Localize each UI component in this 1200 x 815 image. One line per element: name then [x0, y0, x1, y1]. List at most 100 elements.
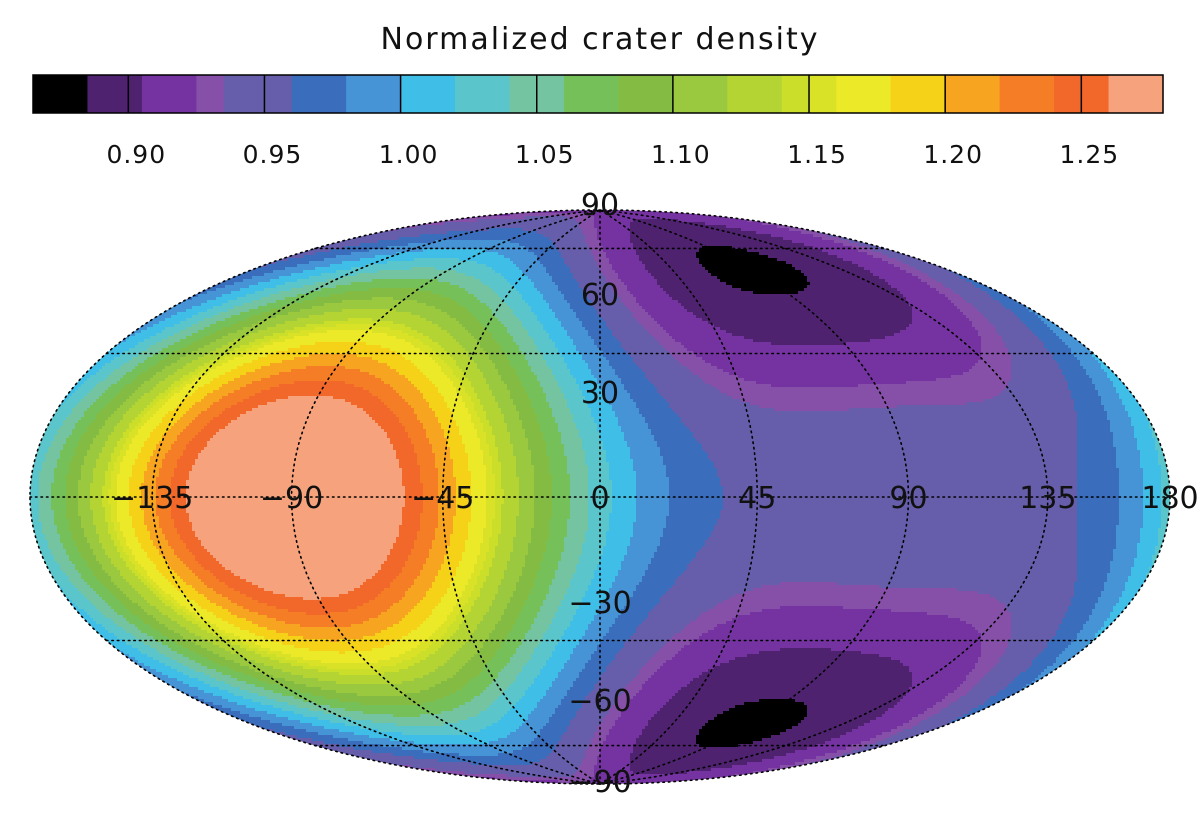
- density-cell-run: [597, 378, 622, 382]
- density-cell-run: [84, 534, 100, 538]
- density-cell-run: [192, 450, 202, 454]
- density-cell-run: [309, 354, 358, 358]
- density-cell-run: [1149, 381, 1156, 385]
- density-cell-run: [978, 309, 1000, 313]
- density-cell-run: [162, 216, 382, 220]
- density-cell-run: [1134, 303, 1141, 307]
- density-cell-run: [885, 279, 922, 283]
- density-cell-run: [351, 267, 412, 271]
- density-cell-run: [138, 363, 157, 367]
- density-cell-run: [1035, 255, 1048, 259]
- density-cell-run: [1128, 414, 1147, 418]
- density-cell-run: [702, 318, 913, 322]
- density-cell-run: [987, 231, 1006, 235]
- density-cell-run: [30, 360, 46, 364]
- density-cell-run: [603, 273, 619, 277]
- density-cell-run: [759, 252, 829, 256]
- density-cell-run: [1047, 279, 1063, 283]
- density-cell-run: [63, 432, 73, 436]
- density-cell-run: [1014, 297, 1033, 301]
- density-cell-run: [1023, 282, 1039, 286]
- density-cell-run: [474, 390, 493, 394]
- density-cell-run: [225, 357, 235, 361]
- density-cell-run: [1053, 291, 1060, 295]
- density-cell-run: [1083, 264, 1090, 268]
- density-cell-run: [657, 387, 676, 391]
- density-cell-run: [588, 519, 610, 523]
- density-cell-run: [105, 477, 112, 481]
- density-cell-run: [132, 357, 142, 361]
- density-cell-run: [651, 360, 679, 364]
- density-cell-run: [63, 543, 76, 547]
- density-cell-run: [261, 342, 274, 346]
- density-cell-run: [564, 537, 577, 541]
- density-cell-run: [1167, 429, 1170, 433]
- density-cell-run: [465, 546, 481, 550]
- density-cell-run: [639, 348, 667, 352]
- density-cell-run: [1098, 315, 1111, 319]
- density-cell-run: [1155, 336, 1165, 340]
- density-cell-run: [498, 369, 517, 373]
- density-cell-run: [963, 372, 1012, 376]
- density-cell-run: [309, 333, 388, 337]
- density-cell-run: [579, 522, 589, 526]
- density-cell-run: [534, 474, 553, 478]
- density-cell-run: [885, 219, 907, 223]
- density-cell-run: [573, 450, 586, 454]
- density-cell-run: [1107, 330, 1114, 334]
- density-cell-run: [1116, 540, 1141, 544]
- density-cell-run: [780, 216, 799, 220]
- density-cell-run: [330, 234, 358, 238]
- density-cell-run: [60, 555, 70, 559]
- density-cell-run: [243, 354, 268, 358]
- density-cell-run: [51, 225, 82, 229]
- density-cell-run: [210, 333, 229, 337]
- density-cell-run: [465, 543, 481, 547]
- density-cell-run: [1107, 414, 1129, 418]
- density-cell-run: [582, 354, 604, 358]
- density-cell-run: [213, 390, 235, 394]
- density-cell-run: [648, 423, 685, 427]
- density-cell-run: [30, 396, 52, 400]
- density-cell-run: [390, 552, 403, 556]
- density-cell-run: [666, 471, 718, 475]
- density-cell-run: [720, 279, 808, 283]
- density-cell-run: [438, 480, 457, 484]
- density-cell-run: [570, 492, 580, 496]
- density-cell-run: [267, 303, 292, 307]
- density-cell-run: [1113, 309, 1126, 313]
- density-cell-run: [189, 423, 208, 427]
- density-cell-run: [1161, 510, 1170, 514]
- density-cell-run: [492, 333, 511, 337]
- density-cell-run: [1110, 288, 1117, 292]
- density-cell-run: [183, 366, 199, 370]
- density-cell-run: [1167, 318, 1170, 322]
- density-cell-run: [681, 393, 727, 397]
- density-cell-run: [117, 507, 130, 511]
- density-cell-run: [486, 264, 517, 268]
- density-cell-run: [213, 426, 226, 430]
- density-cell-run: [543, 372, 553, 376]
- density-cell-run: [480, 342, 499, 346]
- density-cell-run: [180, 474, 190, 478]
- density-cell-run: [1116, 390, 1135, 394]
- density-cell-run: [135, 426, 142, 430]
- density-cell-run: [183, 465, 193, 469]
- density-cell-run: [180, 483, 187, 487]
- density-cell-run: [72, 537, 88, 541]
- density-cell-run: [402, 471, 412, 475]
- density-cell-run: [1158, 216, 1165, 220]
- density-cell-run: [252, 345, 265, 349]
- density-cell-run: [99, 411, 115, 415]
- density-cell-run: [516, 327, 526, 331]
- density-cell-run: [654, 366, 688, 370]
- density-cell-run: [444, 360, 457, 364]
- density-cell-run: [1131, 363, 1138, 367]
- density-cell-run: [315, 252, 352, 256]
- density-cell-run: [1155, 315, 1165, 319]
- density-cell-run: [429, 354, 439, 358]
- density-cell-run: [471, 381, 487, 385]
- density-cell-run: [435, 531, 454, 535]
- density-cell-run: [636, 492, 670, 496]
- density-cell-run: [630, 543, 661, 547]
